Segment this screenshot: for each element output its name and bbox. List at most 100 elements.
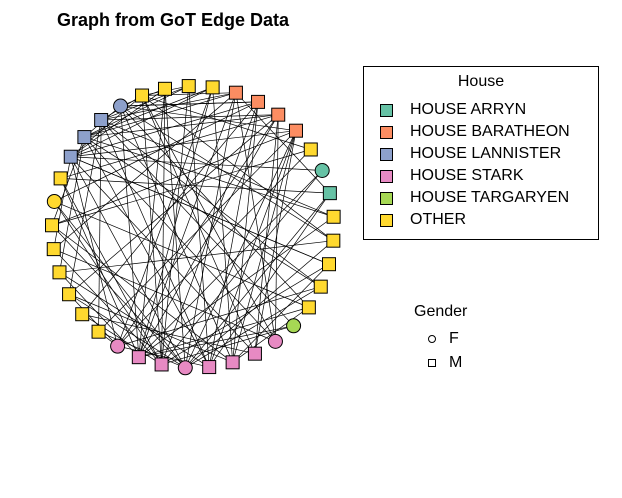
graph-edge	[59, 272, 210, 368]
graph-edge	[142, 92, 236, 96]
graph-edge	[141, 95, 162, 365]
graph-edge	[82, 313, 256, 355]
graph-node	[62, 287, 77, 302]
graph-edge	[141, 95, 334, 241]
graph-edge	[120, 101, 259, 107]
graph-edge	[141, 95, 276, 342]
graph-edge	[53, 156, 72, 250]
graph-edge	[232, 101, 259, 363]
graph-edge	[68, 294, 118, 347]
graph-edge	[208, 192, 331, 368]
graph-node	[313, 279, 328, 294]
graph-node	[271, 107, 286, 122]
graph-edge	[120, 105, 334, 241]
graph-node	[303, 142, 318, 157]
graph-edge	[101, 92, 237, 121]
graph-node	[326, 209, 341, 224]
graph-node	[52, 265, 67, 280]
graph-edge	[185, 286, 321, 369]
graph-node	[91, 324, 106, 339]
graph-edge	[54, 201, 186, 369]
house-legend-title: House	[457, 73, 505, 90]
graph-edge	[60, 178, 162, 365]
graph-node	[314, 163, 330, 179]
graph-node	[202, 360, 217, 375]
graph-node	[46, 193, 62, 209]
graph-node	[113, 98, 129, 114]
edges-layer	[51, 85, 334, 369]
graph-edge	[275, 114, 279, 342]
graph-edge	[117, 149, 312, 347]
graph-node	[46, 242, 61, 257]
graph-node	[53, 171, 68, 186]
graph-node	[110, 338, 126, 354]
graph-edge	[70, 130, 297, 158]
graph-edge	[235, 92, 276, 342]
graph-edge	[51, 225, 186, 369]
graph-edge	[70, 87, 213, 158]
graph-edge	[232, 307, 310, 363]
graph-edge	[117, 345, 210, 368]
graph-node	[135, 88, 150, 103]
graph-edge	[138, 114, 279, 358]
gender-legend-title: Gender	[414, 303, 468, 320]
graph-edge	[232, 130, 297, 363]
graph-node	[322, 186, 337, 201]
graph-edge	[70, 156, 118, 347]
graph-edge	[138, 307, 309, 358]
gender-label: F	[449, 330, 459, 347]
graph-edge	[141, 95, 256, 354]
graph-node	[157, 81, 172, 96]
legend-label: HOUSE STARK	[410, 167, 524, 184]
graph-edge	[184, 130, 297, 368]
graph-edge	[138, 170, 323, 358]
graph-edge	[84, 114, 279, 138]
graph-edge	[51, 224, 233, 363]
graph-edge	[60, 114, 279, 179]
legend-swatch	[380, 170, 393, 183]
graph-edge	[51, 149, 311, 226]
graph-edge	[81, 101, 259, 315]
graph-node	[181, 79, 196, 94]
graph-node	[251, 94, 266, 109]
circle-symbol-icon	[428, 335, 436, 343]
legend-swatch	[380, 148, 393, 161]
nodes-layer	[45, 79, 341, 376]
graph-node	[247, 346, 262, 361]
graph-edge	[70, 156, 330, 265]
gender-label: M	[449, 354, 463, 371]
chart-title: Graph from GoT Edge Data	[57, 10, 290, 30]
legend-label: HOUSE LANNISTER	[410, 145, 562, 162]
graph-edge	[70, 156, 323, 171]
graph-edge	[68, 119, 102, 295]
graph-edge	[54, 201, 162, 365]
graph-edge	[161, 325, 294, 365]
legend-swatch	[380, 126, 393, 139]
graph-node	[326, 233, 341, 248]
graph-edge	[117, 87, 213, 347]
graph-edge	[84, 136, 334, 218]
graph-edge	[100, 119, 321, 287]
square-symbol-icon	[428, 359, 436, 367]
graph-edge	[138, 216, 334, 358]
graph-edge	[84, 136, 210, 368]
graph-edge	[185, 240, 334, 369]
graph-node	[205, 80, 220, 95]
graph-edge	[117, 114, 279, 347]
graph-edge	[161, 263, 330, 365]
graph-edge	[161, 88, 166, 365]
legend-swatch	[380, 104, 393, 117]
graph-edge	[51, 136, 85, 226]
graph-edge	[70, 101, 259, 158]
graph-node	[228, 85, 243, 100]
graph-edge	[185, 192, 331, 369]
graph-node	[225, 355, 240, 370]
graph-edge	[60, 178, 140, 358]
graph-node	[288, 123, 303, 138]
graph-edge	[208, 130, 297, 368]
legend-label: HOUSE ARRYN	[410, 101, 527, 118]
graph-edge	[254, 114, 279, 354]
graph-edge	[98, 120, 102, 332]
graph-edge	[70, 88, 166, 158]
